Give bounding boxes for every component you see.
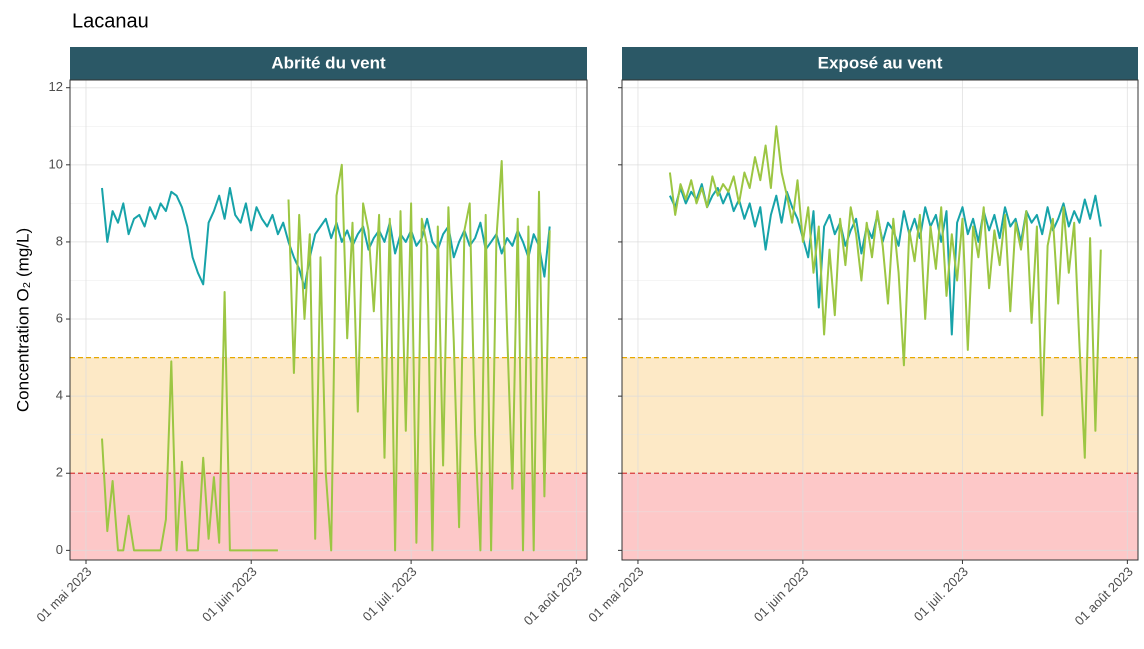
y-tick-label: 10 (49, 156, 63, 171)
threshold-band (70, 357, 587, 474)
data-line (668, 125, 1102, 459)
y-axis-title: Concentration O₂ (mg/L) (13, 228, 32, 412)
data-line (101, 187, 551, 290)
panel-border (621, 79, 1139, 561)
y-tick-label: 0 (56, 542, 63, 557)
y-tick-label: 6 (56, 310, 63, 325)
x-tick-label: 01 mai 2023 (33, 564, 94, 625)
threshold-band (622, 473, 1138, 560)
y-tick-label: 8 (56, 233, 63, 248)
y-tick-label: 4 (56, 388, 63, 403)
facet-strip-label: Abrité du vent (271, 53, 386, 72)
data-line (101, 160, 551, 552)
panel-border (69, 79, 588, 561)
y-tick-label: 2 (56, 465, 63, 480)
data-line (668, 183, 1102, 336)
x-tick-label: 01 juil. 2023 (359, 564, 419, 624)
threshold-band (622, 357, 1138, 474)
x-tick-label: 01 mai 2023 (585, 564, 646, 625)
x-tick-label: 01 août 2023 (521, 564, 585, 628)
chart-title: Lacanau (72, 10, 149, 32)
y-tick-label: 12 (49, 79, 63, 94)
facet-strip (70, 47, 587, 80)
x-tick-label: 01 juin 2023 (199, 564, 260, 625)
facet-strip (622, 47, 1138, 80)
x-tick-label: 01 juin 2023 (751, 564, 812, 625)
x-tick-label: 01 août 2023 (1072, 564, 1136, 628)
facet-strip-label: Exposé au vent (818, 53, 943, 72)
x-tick-label: 01 juil. 2023 (911, 564, 971, 624)
